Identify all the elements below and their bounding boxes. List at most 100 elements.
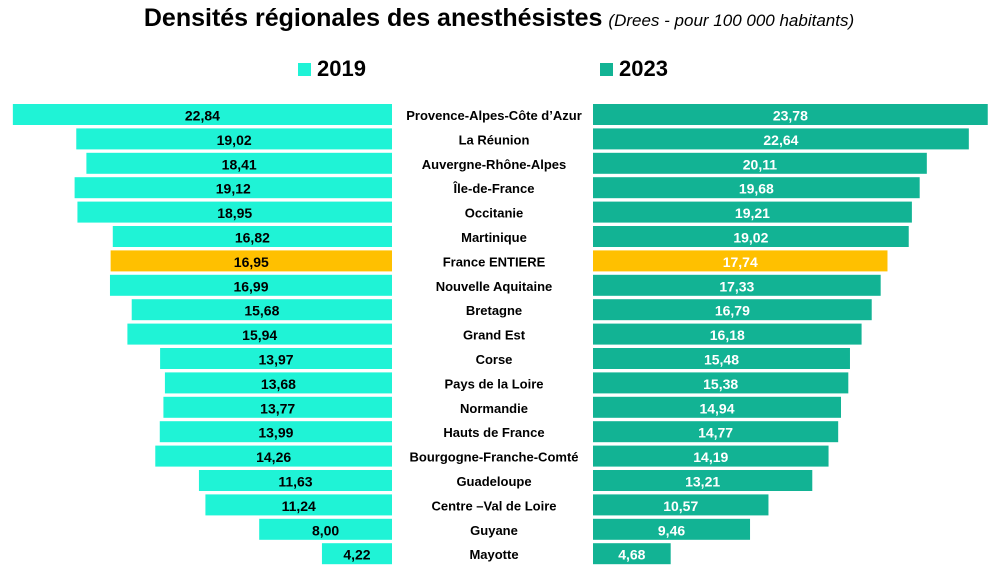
bar-2023 [593, 396, 842, 418]
bar-2019 [259, 518, 392, 540]
data-label-2023: 13,21 [685, 474, 720, 490]
chart-row: 11,24 10,57 Centre –Val de Loire [205, 494, 769, 516]
legend-item-2023: 2023 [600, 56, 668, 82]
data-label-2019: 15,94 [242, 327, 277, 343]
data-label-2019: 13,68 [261, 376, 296, 392]
bar-2023 [593, 250, 888, 272]
data-label-2019: 15,68 [244, 303, 279, 319]
bar-2023 [593, 348, 850, 369]
bar-2023 [593, 299, 872, 321]
data-label-2019: 16,82 [235, 230, 270, 246]
legend-label-2019: 2019 [317, 56, 366, 81]
bar-2019 [160, 348, 392, 369]
data-label-2023: 19,02 [733, 230, 768, 246]
bar-2023 [593, 128, 969, 150]
bar-2023 [593, 226, 909, 247]
chart-row: 13,99 14,77 Hauts de France [159, 421, 839, 443]
bar-2019 [198, 470, 392, 491]
bar-2023 [593, 518, 751, 540]
bar-2023 [593, 274, 881, 296]
category-label: Centre –Val de Loire [432, 498, 557, 513]
bar-2023 [593, 152, 927, 174]
category-label: Bourgogne-Franche-Comté [410, 450, 579, 465]
data-label-2023: 14,94 [699, 400, 734, 416]
data-label-2019: 22,84 [185, 108, 220, 124]
legend-label-2023: 2023 [619, 56, 668, 81]
chart-row: 13,68 15,38 Pays de la Loire [164, 372, 849, 394]
data-label-2019: 13,99 [258, 425, 293, 441]
data-label-2023: 9,46 [658, 522, 685, 538]
bar-2019 [109, 274, 392, 296]
chart-row: 8,00 9,46 Guyane [259, 518, 751, 540]
bar-2023 [593, 470, 813, 491]
data-label-2023: 17,74 [723, 254, 758, 270]
chart-row: 15,94 16,18 Grand Est [127, 323, 862, 345]
category-label: Hauts de France [443, 425, 544, 440]
category-label: Corse [476, 352, 513, 367]
bar-2023 [593, 323, 862, 345]
data-label-2019: 13,97 [259, 352, 294, 368]
data-label-2023: 10,57 [663, 498, 698, 514]
data-label-2023: 16,18 [710, 327, 745, 343]
data-label-2019: 19,02 [217, 132, 252, 148]
category-label: Nouvelle Aquitaine [436, 279, 553, 294]
bar-2019 [12, 104, 393, 125]
category-label: Guyane [470, 523, 518, 538]
bar-2019 [205, 494, 392, 516]
bar-2023 [593, 543, 671, 565]
legend-item-2019: 2019 [298, 56, 366, 82]
chart-title-main: Densités régionales des anesthésistes [143, 4, 603, 32]
data-label-2023: 15,48 [704, 352, 739, 368]
data-label-2019: 16,95 [234, 254, 269, 270]
category-label: La Réunion [459, 132, 530, 147]
chart-row: 4,22 4,68 Mayotte [321, 543, 671, 565]
data-label-2023: 20,11 [743, 156, 777, 172]
data-label-2019: 19,12 [216, 181, 251, 197]
data-label-2023: 15,38 [703, 376, 738, 392]
bar-2019 [110, 250, 392, 272]
data-label-2023: 17,33 [719, 278, 754, 294]
bar-2019 [163, 396, 392, 418]
bar-2023 [593, 201, 912, 223]
chart-row: 18,41 20,11 Auvergne-Rhône-Alpes [86, 152, 927, 174]
category-label: Pays de la Loire [445, 376, 544, 391]
bar-2023 [593, 445, 829, 467]
category-label: Mayotte [469, 547, 518, 562]
bar-2023 [593, 104, 988, 125]
category-label: Occitanie [465, 206, 524, 221]
chart-row: 16,82 19,02 Martinique [112, 226, 909, 247]
bar-2019 [112, 226, 393, 247]
chart-row: 19,12 19,68 Île-de-France [74, 177, 920, 199]
category-label: Bretagne [466, 303, 522, 318]
data-label-2019: 18,41 [222, 156, 257, 172]
category-label: France ENTIERE [443, 254, 546, 269]
bar-2023 [593, 494, 769, 516]
bar-2019 [164, 372, 392, 394]
data-label-2023: 14,77 [698, 425, 733, 441]
data-label-2023: 22,64 [763, 132, 798, 148]
chart-row: 15,68 16,79 Bretagne [131, 299, 872, 321]
data-label-2019: 18,95 [217, 205, 252, 221]
data-label-2019: 13,77 [260, 400, 295, 416]
chart-row: 14,26 14,19 Bourgogne-Franche-Comté [155, 445, 829, 467]
chart-row: 11,63 13,21 Guadeloupe [198, 470, 813, 491]
data-label-2019: 14,26 [256, 449, 291, 465]
bar-2023 [593, 421, 839, 443]
bar-2023 [593, 177, 920, 199]
bar-2019 [77, 201, 393, 223]
data-label-2023: 4,68 [618, 547, 645, 563]
legend-swatch-2019 [298, 62, 311, 76]
data-label-2019: 8,00 [312, 522, 339, 538]
bar-2023 [593, 372, 849, 394]
bar-2019 [76, 128, 392, 150]
bar-2019 [131, 299, 392, 321]
chart-row: 19,02 22,64 La Réunion [76, 128, 969, 150]
data-label-2019: 4,22 [343, 547, 370, 563]
data-label-2023: 16,79 [715, 303, 750, 319]
bar-2019 [74, 177, 392, 199]
chart-row: 13,77 14,94 Normandie [163, 396, 842, 418]
bar-2019 [321, 543, 392, 565]
category-label: Martinique [461, 230, 527, 245]
category-label: Grand Est [463, 328, 526, 343]
